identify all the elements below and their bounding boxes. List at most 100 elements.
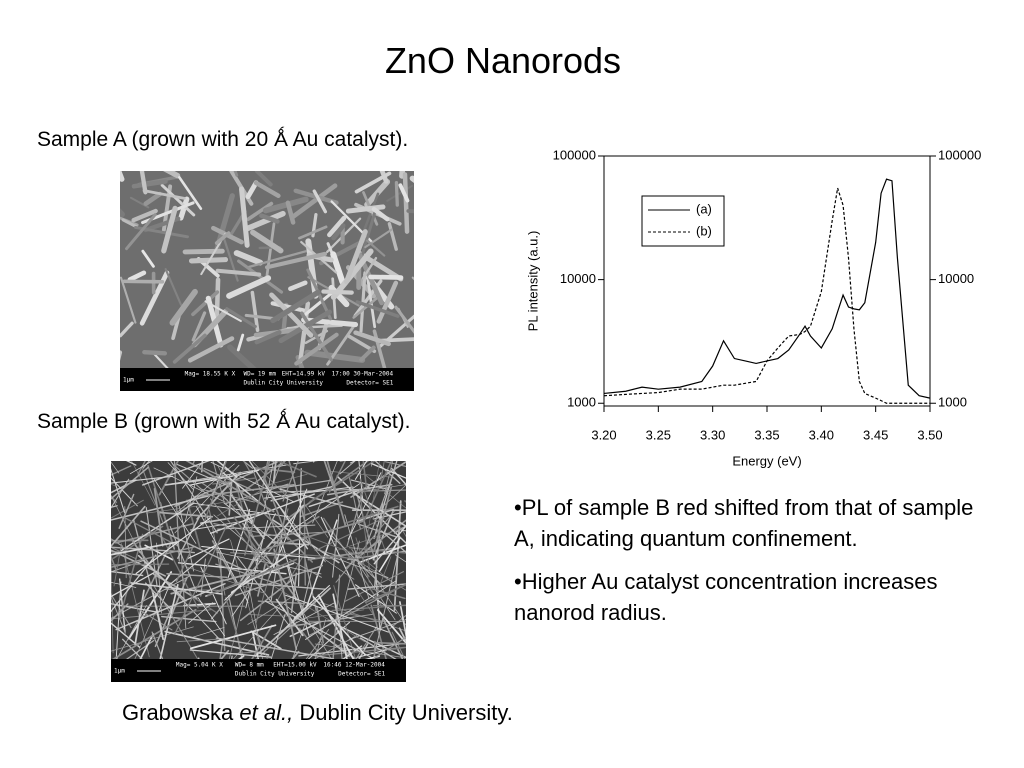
rod — [376, 280, 399, 324]
rod — [298, 642, 404, 657]
rod — [131, 461, 156, 506]
rod — [250, 229, 284, 254]
rod — [290, 183, 338, 219]
rod — [374, 461, 401, 484]
rod — [328, 461, 346, 493]
rod — [177, 494, 201, 516]
rod — [404, 500, 406, 503]
rod — [111, 495, 209, 521]
rod — [331, 223, 346, 241]
rod — [301, 288, 337, 318]
rod — [371, 206, 390, 222]
bullet: •Higher Au catalyst concentration increa… — [514, 569, 938, 625]
rod — [314, 643, 406, 659]
rod — [333, 585, 357, 659]
rod — [111, 558, 114, 654]
scale-label: 1μm — [123, 377, 134, 384]
rod — [111, 559, 145, 573]
rod — [255, 621, 298, 659]
rod — [366, 467, 396, 545]
rod — [215, 563, 289, 588]
rod — [317, 594, 355, 659]
rod — [219, 551, 226, 651]
rod — [294, 332, 339, 366]
sem-image: 1μm Mag= 5.04 K X WD= 8 mm EHT=15.00 kV 16:4… — [111, 461, 406, 682]
rod — [111, 545, 196, 569]
rod — [321, 289, 354, 295]
et-al: et al., — [239, 700, 294, 725]
rod — [111, 549, 166, 577]
rod — [111, 608, 197, 659]
rod — [161, 205, 178, 254]
rod — [315, 605, 325, 644]
rod — [142, 350, 168, 356]
rod — [233, 516, 271, 569]
rod — [354, 171, 392, 194]
rod — [347, 472, 382, 540]
rod — [329, 471, 392, 478]
rod — [330, 251, 346, 285]
rod — [239, 548, 262, 583]
rod — [361, 256, 378, 280]
rod — [174, 526, 227, 635]
rod — [111, 563, 170, 566]
rod — [186, 538, 230, 560]
rod — [291, 650, 300, 659]
rod — [298, 468, 302, 587]
rod — [347, 550, 406, 561]
rod — [221, 494, 249, 523]
rod — [111, 626, 194, 652]
rod — [284, 603, 350, 658]
rod — [389, 614, 406, 630]
rod — [275, 515, 320, 544]
bullet-list: •PL of sample B red shifted from that of… — [514, 492, 984, 640]
rod — [326, 461, 347, 528]
rod — [332, 513, 340, 578]
rod — [394, 180, 399, 207]
rod — [321, 646, 406, 656]
rod — [111, 505, 146, 548]
rod — [293, 584, 330, 619]
rod — [197, 597, 225, 637]
rod — [111, 479, 137, 494]
rod — [129, 461, 153, 475]
rod — [297, 532, 362, 557]
rod — [153, 585, 188, 643]
rod — [111, 603, 159, 613]
rod — [152, 592, 165, 641]
rod — [339, 461, 345, 462]
rod — [142, 468, 164, 525]
rod — [387, 647, 406, 651]
rod — [304, 557, 317, 612]
rod — [305, 519, 338, 609]
rod — [336, 540, 360, 635]
rod — [359, 489, 371, 575]
rod — [289, 558, 322, 578]
rod — [347, 583, 406, 590]
info-text: 17:00 30-Mar-2004 — [332, 371, 394, 378]
rod — [141, 249, 155, 268]
rod — [111, 603, 129, 622]
rod — [111, 468, 126, 514]
rod — [331, 535, 385, 588]
rod — [180, 548, 187, 629]
rod — [111, 466, 149, 500]
rod — [111, 478, 130, 509]
rod — [113, 543, 122, 587]
rod — [121, 515, 180, 548]
rod — [361, 461, 380, 567]
rod — [411, 276, 414, 281]
rod — [250, 520, 364, 554]
rod — [345, 505, 399, 524]
rod — [232, 600, 286, 659]
rod — [125, 461, 137, 466]
rod — [365, 270, 377, 329]
x-tick-label: 3.30 — [700, 427, 725, 442]
rod — [399, 601, 406, 639]
rod — [191, 311, 207, 342]
rod — [262, 196, 309, 214]
rod — [248, 461, 309, 550]
rod — [346, 573, 376, 618]
y-tick-label: 10000 — [560, 271, 596, 286]
rod — [263, 475, 289, 541]
